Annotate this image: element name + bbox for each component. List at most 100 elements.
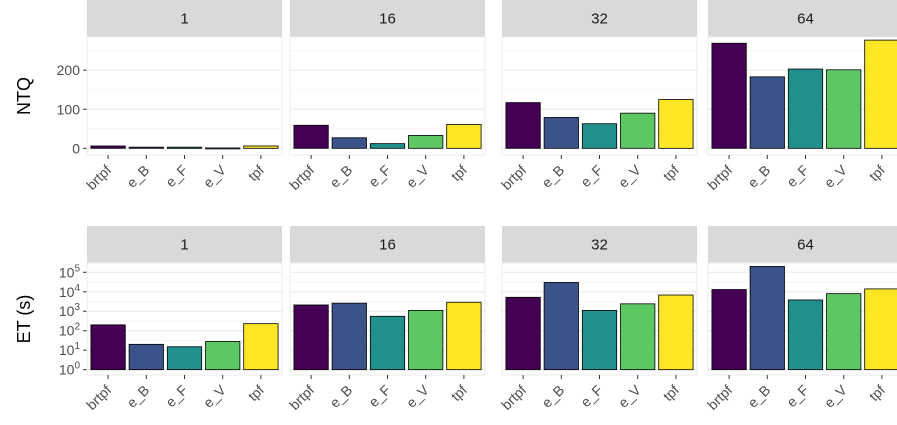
bar-e_B [331, 137, 367, 149]
x-tick-label: brtpf [704, 162, 735, 193]
y-tick-label: 200 [57, 62, 81, 78]
x-tick-label: e_B [326, 382, 355, 411]
bar-brtpf [293, 124, 329, 149]
x-tick-label: brtpf [83, 162, 114, 193]
x-tick-label: e_V [403, 161, 432, 190]
x-tick-label: e_F [365, 382, 393, 410]
x-tick-label: e_V [403, 381, 432, 410]
x-tick-label: e_V [615, 161, 644, 190]
x-tick-label: e_F [783, 382, 811, 410]
x-tick-label: brtpf [286, 162, 317, 193]
x-tick-label: e_B [538, 162, 567, 191]
facet-strip [502, 0, 697, 37]
bar-e_F [166, 346, 203, 371]
facet-panel: 16 brtpf e_B e_F e_V tpf [286, 0, 486, 193]
x-tick-label: tpf [245, 382, 267, 404]
bar-e_V [408, 135, 444, 149]
facet-panel: 64 brtpf e_B e_F e_V tpf [704, 226, 897, 413]
x-tick-label: e_F [577, 382, 605, 410]
facet-strip [290, 0, 485, 37]
x-tick-label: e_B [538, 382, 567, 411]
bar-tpf [864, 39, 897, 149]
x-tick-label: e_V [200, 161, 229, 190]
facet-strip [87, 226, 282, 263]
x-tick-label: e_B [123, 162, 152, 191]
y-tick-label: 105 [59, 263, 81, 280]
facet-strip [502, 226, 697, 263]
bar-brtpf [505, 102, 541, 149]
y-tick-label: 102 [59, 322, 81, 339]
bar-tpf [243, 323, 279, 371]
facet-panel: 64 brtpf e_B e_F e_V tpf [704, 0, 897, 193]
facet-strip [290, 226, 485, 263]
bar-brtpf [505, 296, 541, 371]
x-tick-label: e_B [123, 382, 152, 411]
x-tick-label: tpf [866, 162, 888, 184]
facet-panel: 32 brtpf e_B e_F e_V tpf [498, 226, 698, 413]
x-tick-label: brtpf [704, 382, 735, 413]
bar-tpf [864, 288, 897, 371]
y-axis-label: NTQ [14, 77, 34, 115]
y-tick-label: 0 [72, 140, 80, 156]
bar-e_B [128, 146, 164, 149]
x-tick-label: brtpf [83, 382, 114, 413]
facet-strip [87, 0, 282, 37]
x-tick-label: tpf [660, 162, 682, 184]
x-tick-label: e_F [577, 162, 605, 190]
bar-e_V [620, 303, 656, 371]
bar-e_F [369, 143, 406, 149]
x-tick-label: e_V [615, 381, 644, 410]
bar-tpf [658, 294, 694, 371]
bar-e_F [581, 123, 618, 149]
y-tick-label: 103 [59, 302, 81, 319]
x-tick-label: e_F [162, 382, 190, 410]
x-tick-label: tpf [448, 162, 470, 184]
bar-e_F [369, 315, 406, 371]
bar-e_V [826, 293, 862, 371]
x-tick-label: e_B [744, 162, 773, 191]
x-tick-label: tpf [245, 162, 267, 184]
x-tick-label: brtpf [498, 382, 529, 413]
x-tick-label: e_V [821, 381, 850, 410]
bar-tpf [446, 301, 482, 371]
x-tick-label: e_F [783, 162, 811, 190]
bar-tpf [658, 99, 694, 149]
bar-e_B [543, 282, 579, 371]
facet-strip-label: 16 [379, 11, 396, 28]
facet-strip-label: 1 [180, 11, 188, 28]
facet-strip-label: 1 [180, 237, 188, 254]
facet-panel: 16 brtpf e_B e_F e_V tpf [286, 226, 486, 413]
facet-strip-label: 64 [797, 11, 814, 28]
facet-strip-label: 16 [379, 237, 396, 254]
bar-e_V [205, 147, 241, 150]
bar-e_V [205, 341, 241, 371]
x-tick-label: tpf [660, 382, 682, 404]
bar-e_B [749, 76, 785, 149]
bar-e_B [543, 117, 579, 149]
facet-strip-label: 64 [797, 237, 814, 254]
bar-tpf [446, 124, 482, 149]
bar-e_F [787, 68, 824, 149]
bar-e_B [128, 343, 164, 371]
bar-e_B [331, 302, 367, 371]
y-tick-label: 104 [59, 283, 81, 300]
bar-brtpf [90, 324, 126, 371]
x-tick-label: brtpf [286, 382, 317, 413]
bar-brtpf [711, 289, 747, 371]
facet-panel: 1 brtpf e_B e_F e_V tpf [83, 0, 283, 193]
y-tick-label: 101 [59, 341, 81, 358]
panel-background [86, 36, 283, 156]
facet-strip-label: 32 [591, 237, 608, 254]
bar-tpf [243, 145, 279, 149]
bar-e_B [749, 266, 785, 371]
x-tick-label: tpf [866, 382, 888, 404]
x-tick-label: e_V [821, 161, 850, 190]
x-tick-label: tpf [448, 382, 470, 404]
x-tick-label: brtpf [498, 162, 529, 193]
bar-brtpf [293, 304, 329, 371]
y-axis-label: ET (s) [14, 295, 34, 344]
y-tick-label: 100 [57, 101, 81, 117]
bar-e_F [787, 299, 824, 371]
facet-strip-label: 32 [591, 11, 608, 28]
